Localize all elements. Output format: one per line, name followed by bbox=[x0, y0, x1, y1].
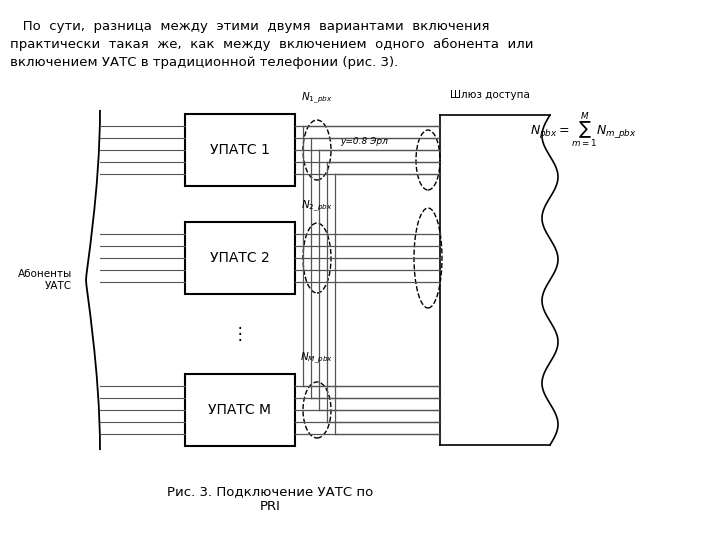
Text: УПАТС 1: УПАТС 1 bbox=[210, 143, 270, 157]
Text: УПАТС 2: УПАТС 2 bbox=[210, 251, 270, 265]
FancyBboxPatch shape bbox=[185, 374, 295, 446]
Text: $N_{M\_pbx}$: $N_{M\_pbx}$ bbox=[300, 351, 333, 366]
Text: y=0.8 Эрл: y=0.8 Эрл bbox=[340, 138, 388, 146]
Text: Рис. 3. Подключение УАТС по
PRI: Рис. 3. Подключение УАТС по PRI bbox=[167, 485, 373, 513]
FancyBboxPatch shape bbox=[185, 222, 295, 294]
Text: $N_{2\_pbx}$: $N_{2\_pbx}$ bbox=[301, 199, 333, 214]
Text: ⋮: ⋮ bbox=[232, 325, 248, 343]
Text: Абоненты
УАТС: Абоненты УАТС bbox=[18, 269, 72, 291]
Text: $N_{pbx} = \sum_{m=1}^{M} N_{m\_pbx}$: $N_{pbx} = \sum_{m=1}^{M} N_{m\_pbx}$ bbox=[530, 110, 636, 150]
Text: практически  такая  же,  как  между  включением  одного  абонента  или: практически такая же, как между включени… bbox=[10, 38, 534, 51]
Text: По  сути,  разница  между  этими  двумя  вариантами  включения: По сути, разница между этими двумя вариа… bbox=[10, 20, 490, 33]
Text: включением УАТС в традиционной телефонии (рис. 3).: включением УАТС в традиционной телефонии… bbox=[10, 56, 398, 69]
Text: $N_{1\_pbx}$: $N_{1\_pbx}$ bbox=[301, 91, 333, 106]
FancyBboxPatch shape bbox=[185, 114, 295, 186]
Text: УПАТС М: УПАТС М bbox=[209, 403, 271, 417]
Text: Шлюз доступа: Шлюз доступа bbox=[450, 90, 530, 100]
